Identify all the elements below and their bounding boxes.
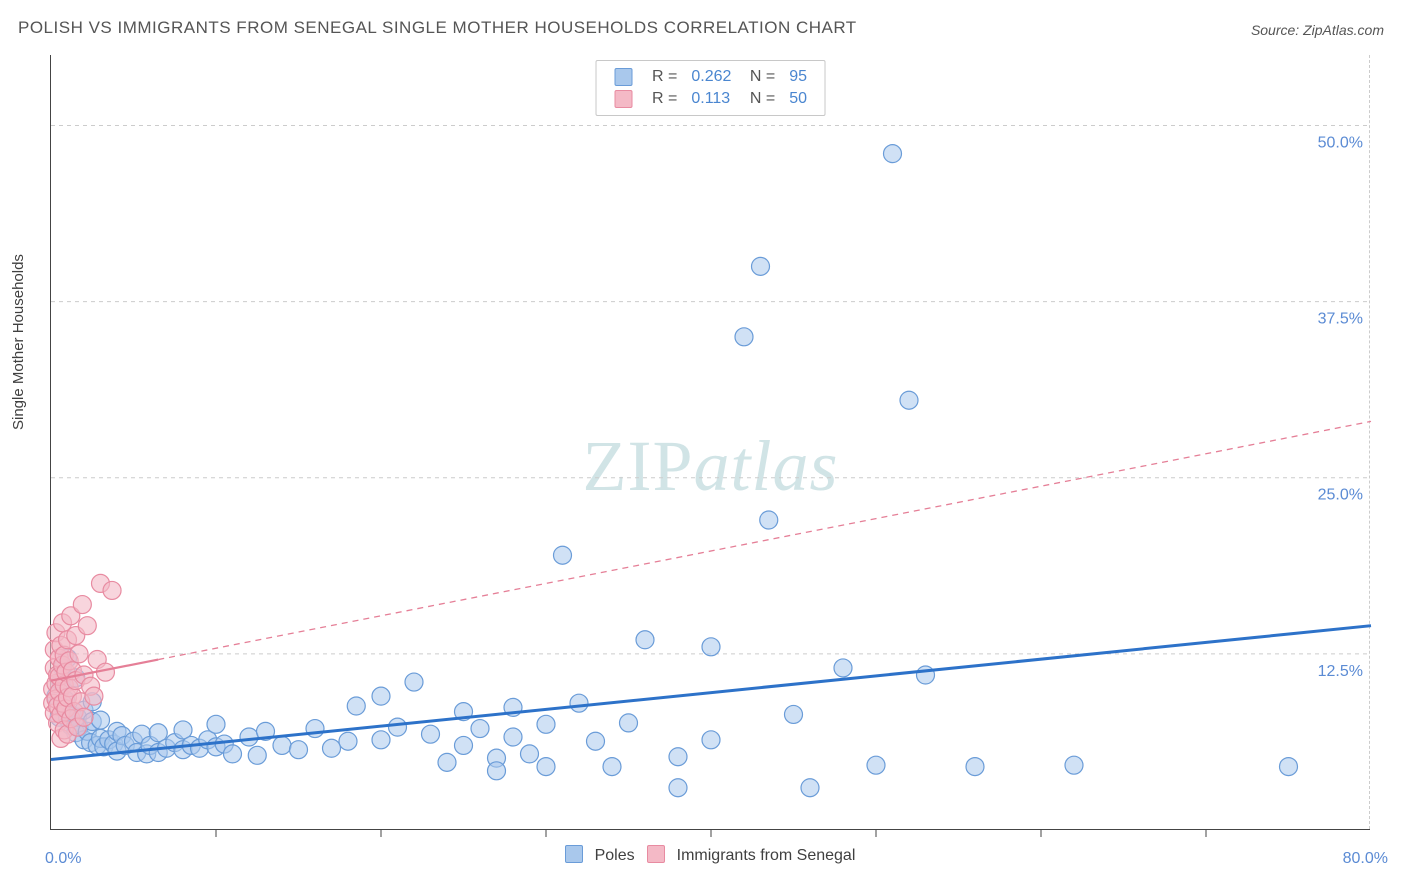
data-point — [488, 762, 506, 780]
data-point — [570, 694, 588, 712]
data-point — [471, 720, 489, 738]
y-tick-label: 37.5% — [1318, 311, 1363, 328]
data-point — [636, 631, 654, 649]
data-point — [554, 546, 572, 564]
data-point — [884, 145, 902, 163]
data-point — [347, 697, 365, 715]
data-point — [224, 745, 242, 763]
data-point — [917, 666, 935, 684]
data-point — [587, 732, 605, 750]
data-point — [702, 731, 720, 749]
data-point — [867, 756, 885, 774]
data-point — [801, 779, 819, 797]
data-point — [603, 758, 621, 776]
x-origin-label: 0.0% — [45, 850, 81, 868]
legend-label: Immigrants from Senegal — [677, 847, 856, 864]
data-point — [273, 736, 291, 754]
legend-label: Poles — [595, 847, 635, 864]
data-point — [669, 748, 687, 766]
swatch — [565, 845, 583, 863]
y-tick-label: 25.0% — [1318, 487, 1363, 504]
data-point — [323, 739, 341, 757]
data-point — [752, 257, 770, 275]
data-point — [248, 746, 266, 764]
y-tick-label: 12.5% — [1318, 663, 1363, 680]
plot-area: ZIPatlas R =0.262 N =95 R =0.113 N =50 1… — [50, 55, 1370, 830]
data-point — [438, 753, 456, 771]
data-point — [455, 736, 473, 754]
data-point — [339, 732, 357, 750]
data-point — [372, 687, 390, 705]
data-point — [620, 714, 638, 732]
data-point — [85, 687, 103, 705]
data-point — [240, 728, 258, 746]
plot-svg: 12.5% 25.0% 37.5% 50.0% — [51, 55, 1370, 829]
data-point — [103, 581, 121, 599]
data-point — [290, 741, 308, 759]
data-point — [735, 328, 753, 346]
data-point — [73, 596, 91, 614]
data-point — [537, 758, 555, 776]
data-point — [669, 779, 687, 797]
data-point — [422, 725, 440, 743]
data-point — [521, 745, 539, 763]
series-legend: Poles Immigrants from Senegal — [50, 845, 1370, 865]
source-attribution: Source: ZipAtlas.com — [1251, 22, 1384, 38]
data-point — [760, 511, 778, 529]
data-point — [1280, 758, 1298, 776]
data-point — [389, 718, 407, 736]
data-point — [537, 715, 555, 733]
data-point — [785, 705, 803, 723]
data-point — [702, 638, 720, 656]
data-point — [372, 731, 390, 749]
data-point — [900, 391, 918, 409]
swatch — [647, 845, 665, 863]
y-tick-label: 50.0% — [1318, 134, 1363, 151]
data-point — [405, 673, 423, 691]
data-point — [504, 728, 522, 746]
data-point — [1065, 756, 1083, 774]
data-point — [70, 645, 88, 663]
data-point — [966, 758, 984, 776]
chart-title: POLISH VS IMMIGRANTS FROM SENEGAL SINGLE… — [18, 18, 857, 38]
data-point — [75, 708, 93, 726]
data-point — [92, 711, 110, 729]
data-point — [834, 659, 852, 677]
x-max-label: 80.0% — [1343, 850, 1388, 868]
data-point — [207, 715, 225, 733]
y-axis-label: Single Mother Households — [10, 254, 27, 430]
data-point — [78, 617, 96, 635]
